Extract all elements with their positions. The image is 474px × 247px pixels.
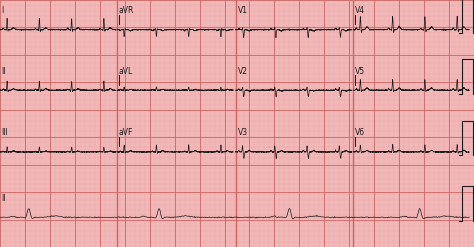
Text: V2: V2: [237, 67, 247, 76]
Text: aVR: aVR: [119, 6, 134, 15]
Text: V6: V6: [355, 128, 365, 137]
Text: II: II: [1, 67, 6, 76]
Text: III: III: [1, 128, 8, 137]
Text: aVL: aVL: [119, 67, 133, 76]
Text: II: II: [1, 194, 6, 203]
Text: V4: V4: [355, 6, 365, 15]
Text: aVF: aVF: [119, 128, 133, 137]
Text: V1: V1: [237, 6, 247, 15]
Text: V3: V3: [237, 128, 247, 137]
Text: V5: V5: [355, 67, 365, 76]
Text: I: I: [1, 6, 4, 15]
